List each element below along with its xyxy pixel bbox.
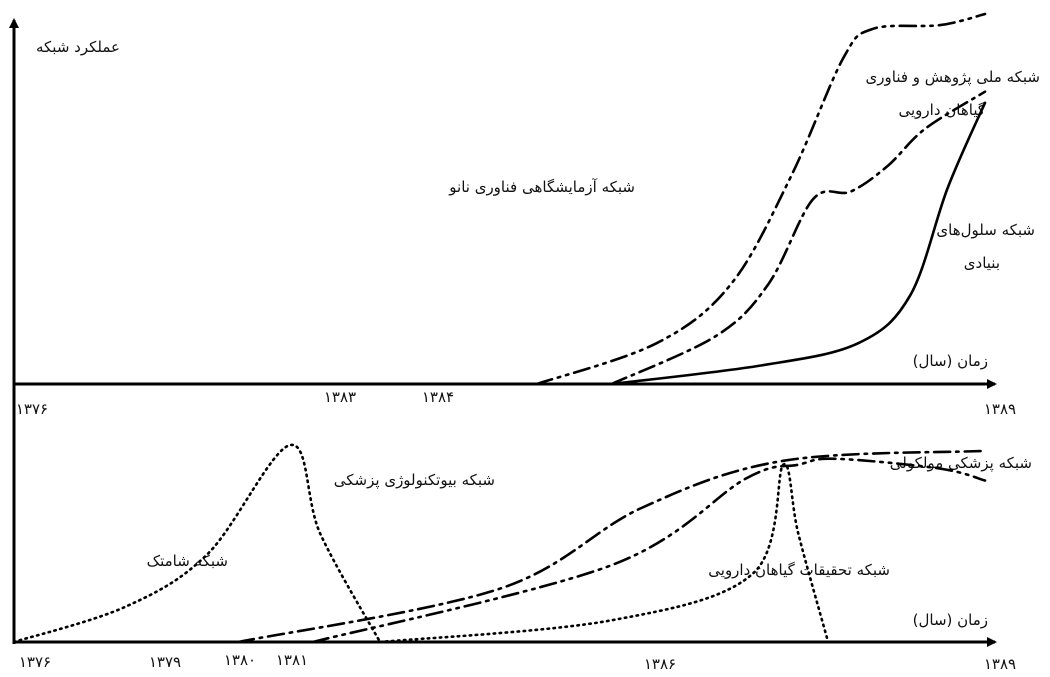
top-y-axis-title: عملکرد شبکه xyxy=(36,38,120,56)
bottom-tick-1389: ۱۳۸۹ xyxy=(984,655,1016,672)
bottom-x-axis-title: زمان (سال) xyxy=(913,611,988,629)
label-shamtak-network: شبکه شامتک xyxy=(147,552,228,570)
label-molecular-network: شبکه پزشکی مولکولی xyxy=(890,454,1032,473)
top-series-line-1 xyxy=(610,90,987,386)
top-x-axis-title: زمان (سال) xyxy=(913,352,988,370)
bottom-series-line-3 xyxy=(378,462,830,644)
label-stem-cell-line1: شبکه سلول‌های xyxy=(936,221,1035,239)
top-tick-1384: ۱۳۸۴ xyxy=(422,388,454,406)
bottom-tick-1376: ۱۳۷۶ xyxy=(19,653,51,671)
bottom-tick-1380: ۱۳۸۰ xyxy=(224,651,256,669)
bottom-tick-1381: ۱۳۸۱ xyxy=(276,651,308,669)
label-herb-research-network: شبکه تحقیقات گیاهان دارویی xyxy=(708,561,890,579)
label-herb-network-line2: گیاهان دارویی xyxy=(898,101,985,119)
top-series-group xyxy=(535,12,987,386)
bottom-series-group xyxy=(12,443,987,644)
top-series-line-2 xyxy=(610,101,987,386)
label-stem-cell-line2: بنیادی xyxy=(964,254,1000,272)
bottom-series-line-2 xyxy=(311,457,987,644)
bottom-tick-1379: ۱۳۷۹ xyxy=(149,653,181,671)
top-tick-1376: ۱۳۷۶ xyxy=(16,400,48,418)
label-biotech-network: شبکه بیوتکنولوژی پزشکی xyxy=(334,471,495,490)
bottom-tick-1386: ۱۳۸۶ xyxy=(644,655,676,672)
label-nano-network: شبکه آزمایشگاهی فناوری نانو xyxy=(448,178,635,196)
label-herb-network-line1: شبکه ملی پژوهش و فناوری xyxy=(866,68,1040,87)
top-series-line-0 xyxy=(535,12,987,386)
top-tick-1383: ۱۳۸۳ xyxy=(324,388,356,406)
bottom-series-line-0 xyxy=(12,443,382,644)
bottom-series-line-1 xyxy=(236,449,987,644)
top-tick-1389: ۱۳۸۹ xyxy=(984,400,1016,418)
